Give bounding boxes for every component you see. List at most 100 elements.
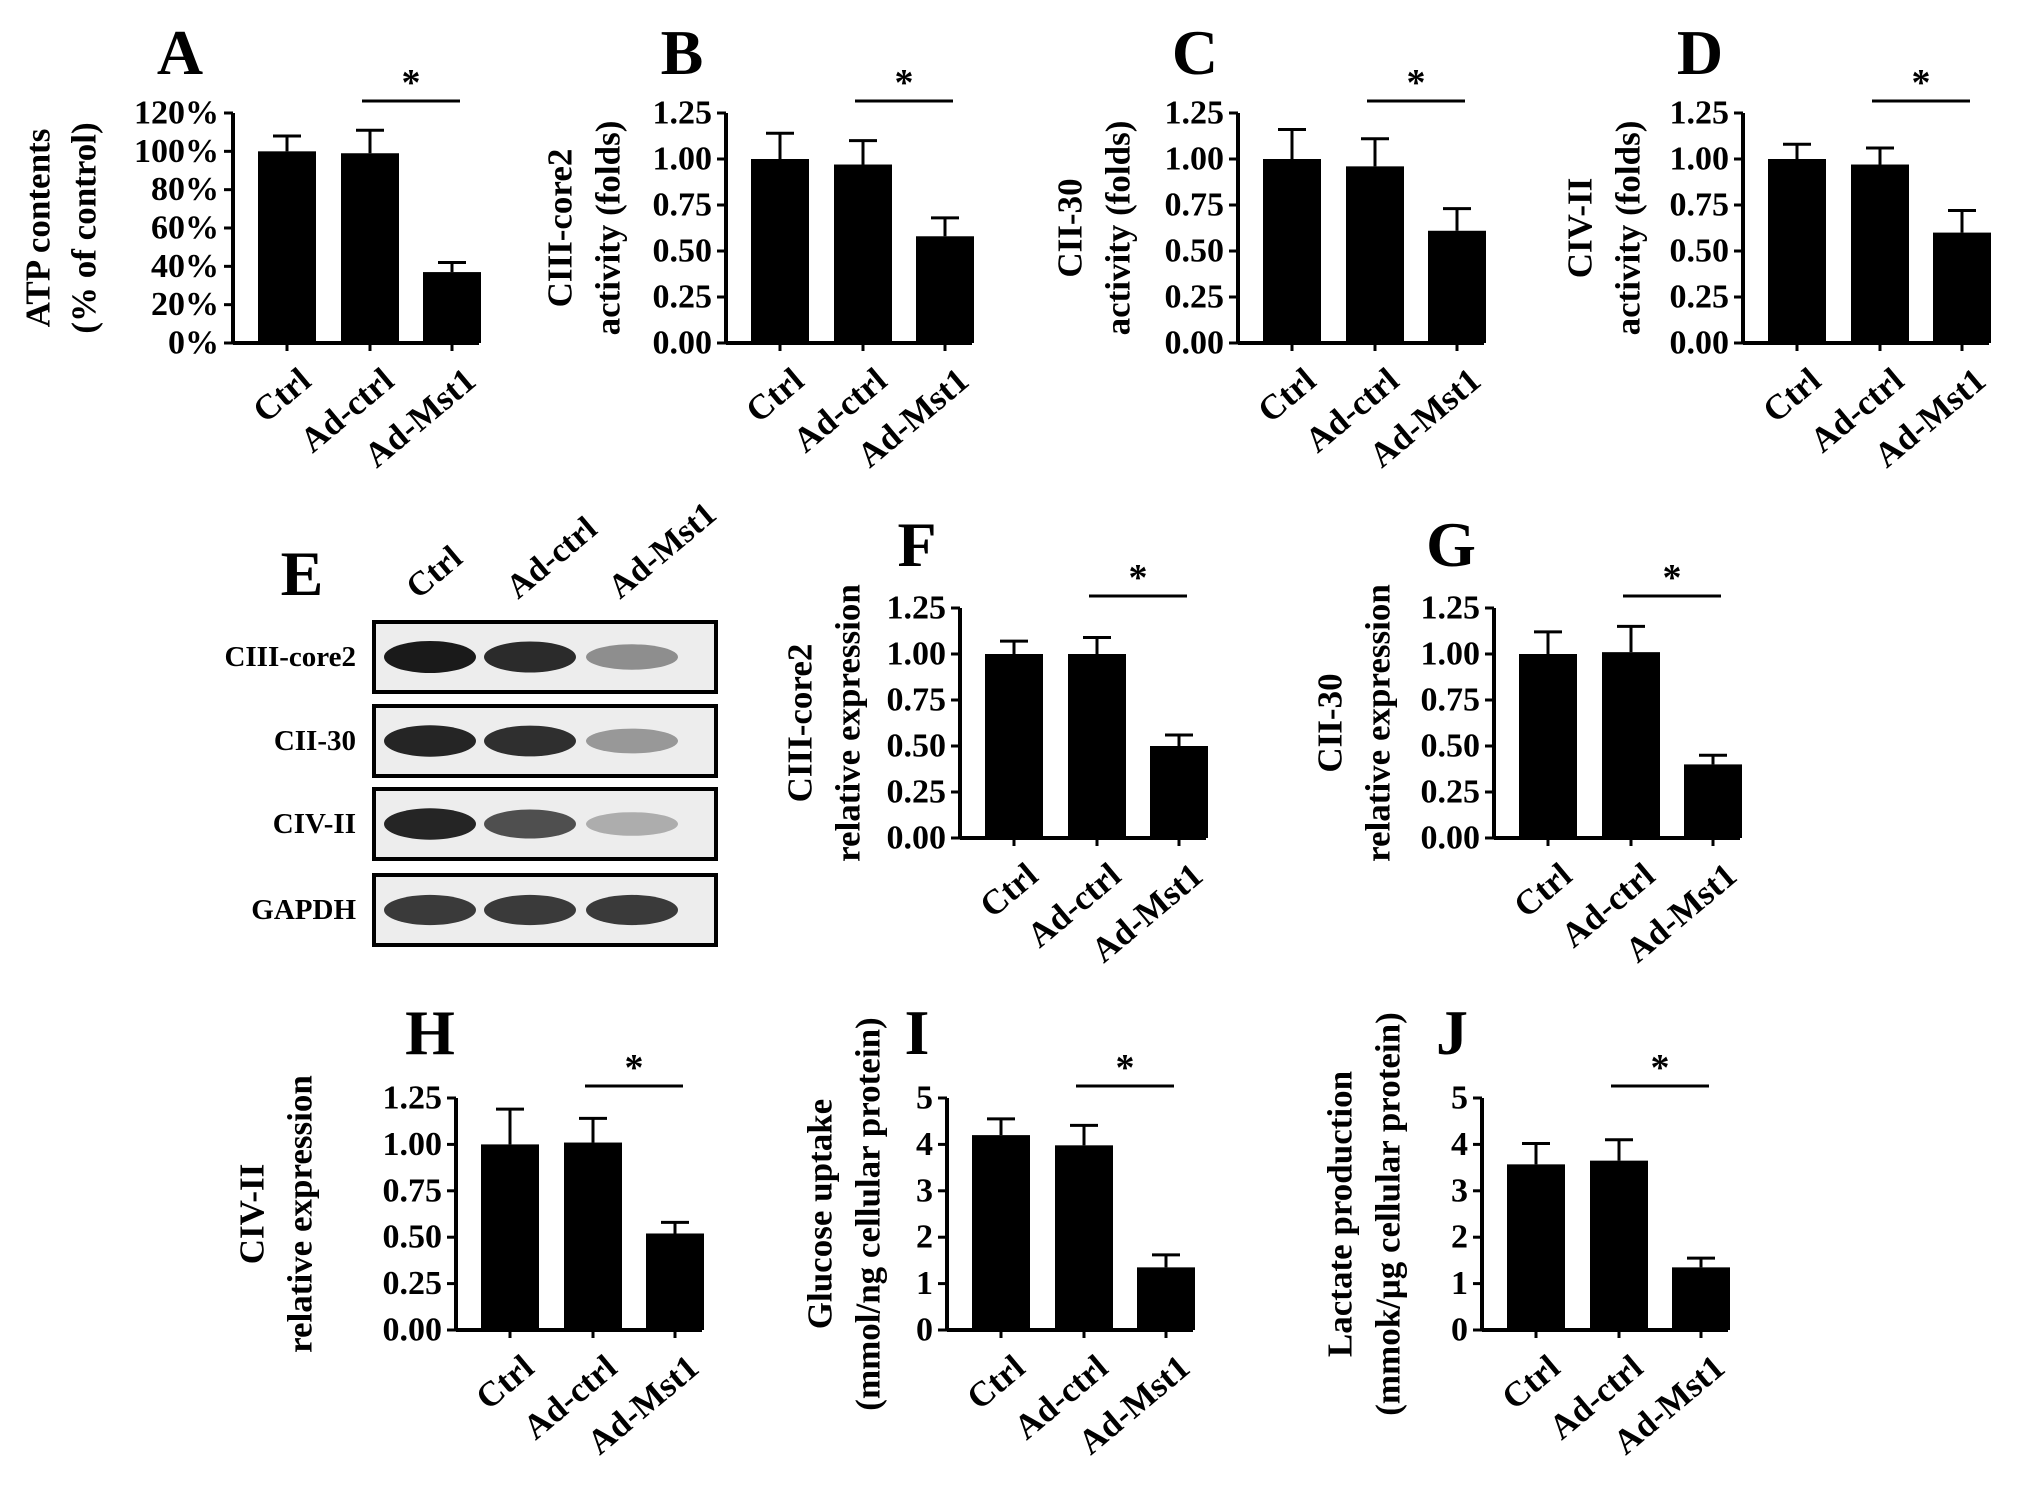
panel-j-bar-ad-ctrl [1590, 1160, 1648, 1330]
panel-i-ylabel-line-2: (mmol/ng cellular protein) [849, 1017, 888, 1410]
blot-row-cii-30-band [384, 725, 476, 757]
panel-j-ytick-label: 2 [1451, 1219, 1468, 1256]
panel-d-ylabel-line-2: activity (folds) [1609, 121, 1648, 336]
panel-d-ytick-label: 0.25 [1670, 279, 1730, 316]
panel-g-ylabel-line-1: CII-30 [1311, 673, 1350, 772]
panel-a-label: A [157, 17, 203, 88]
panel-i-ytick-label: 0 [916, 1312, 933, 1349]
panel-d-ytick-label: 1.00 [1670, 141, 1730, 178]
panel-a-ytick-label: 40% [151, 248, 219, 285]
panel-h-significance-star: * [625, 1047, 644, 1089]
blot-lane-label: Ad-Mst1 [601, 495, 723, 606]
panel-g-ytick-label: 0.00 [1421, 820, 1481, 857]
panel-j-label: J [1436, 997, 1468, 1068]
panel-d-ytick-label: 0.75 [1670, 187, 1730, 224]
panel-a-ylabel-line-1: ATP contents [19, 129, 58, 328]
panel-c-ytick-label: 0.75 [1165, 187, 1225, 224]
panel-a-ylabel-line-2: (% of control) [65, 122, 104, 333]
panel-f-ytick-label: 1.25 [887, 590, 947, 627]
panel-d-label: D [1677, 17, 1723, 88]
blot-row-gapdh-band [384, 894, 476, 926]
panel-d-ytick-label: 1.25 [1670, 95, 1730, 132]
panel-i-ytick-label: 2 [916, 1219, 933, 1256]
panel-h-ytick-label: 0.25 [383, 1265, 443, 1302]
panel-a-ytick-label: 120% [134, 95, 219, 132]
panel-h-ytick-label: 0.00 [383, 1312, 443, 1349]
panel-b-bar-ctrl [751, 159, 809, 343]
panel-d-bar-ctrl [1768, 159, 1826, 343]
panel-f-ytick-label: 0.25 [887, 774, 947, 811]
panel-a: A ATP contents (% of control) 0%20%40%60%80… [19, 17, 484, 475]
panel-j-ytick-label: 4 [1451, 1126, 1468, 1163]
panel-c-ylabel-line-1: CII-30 [1051, 178, 1090, 277]
panel-i: I Glucose uptake (mmol/ng cellular protein… [801, 997, 1198, 1462]
panel-j-ylabel-line-1: Lactate production [1321, 1071, 1360, 1357]
panel-a-bar-ad-ctrl [341, 153, 399, 343]
panel-a-bar-ctrl [258, 151, 316, 343]
panel-h-ytick-label: 0.50 [383, 1219, 443, 1256]
blot-row-gapdh-band [484, 894, 576, 926]
panel-f-bar-ad-ctrl [1068, 654, 1126, 838]
panel-j-ytick-label: 3 [1451, 1172, 1468, 1209]
blot-row-cii-30-band [586, 728, 678, 754]
panel-h-ytick-label: 0.75 [383, 1172, 443, 1209]
blot-row-ciii-core2-band [484, 641, 576, 673]
panel-f-significance-star: * [1129, 557, 1148, 599]
panel-g-ytick-label: 0.50 [1421, 728, 1481, 765]
panel-c-ylabel-line-2: activity (folds) [1099, 121, 1138, 336]
panel-j-bar-ad-mst1 [1672, 1267, 1730, 1330]
panel-i-bar-ad-ctrl [1055, 1145, 1113, 1330]
panel-h-bar-ad-mst1 [646, 1233, 704, 1330]
panel-j-ytick-label: 1 [1451, 1265, 1468, 1302]
panel-c-significance-star: * [1407, 62, 1426, 104]
panel-d-ytick-label: 0.50 [1670, 233, 1730, 270]
panel-i-bar-ad-mst1 [1137, 1267, 1195, 1330]
blot-row-cii-30-band [484, 725, 576, 757]
panel-j-bar-ctrl [1507, 1164, 1565, 1330]
panel-b-ytick-label: 1.25 [653, 95, 713, 132]
panel-j-ytick-label: 0 [1451, 1312, 1468, 1349]
panel-i-label: I [905, 997, 930, 1068]
panel-g-bar-ad-mst1 [1684, 764, 1742, 838]
panel-b-ytick-label: 0.50 [653, 233, 713, 270]
blot-row-ciii-core2-band [384, 641, 476, 673]
panel-d-bar-ad-mst1 [1933, 232, 1991, 343]
panel-f-ytick-label: 0.00 [887, 820, 947, 857]
panel-j-ylabel-line-2: (mmok/μg cellular protein) [1369, 1012, 1408, 1416]
panel-b-ytick-label: 0.25 [653, 279, 713, 316]
panel-c-ytick-label: 0.50 [1165, 233, 1225, 270]
panel-b-ytick-label: 0.00 [653, 325, 713, 362]
panel-j-ytick-label: 5 [1451, 1080, 1468, 1117]
panel-g-significance-star: * [1663, 557, 1682, 599]
panel-c-ytick-label: 0.00 [1165, 325, 1225, 362]
blot-row-cii-30-label: CII-30 [274, 725, 356, 757]
panel-i-ytick-label: 5 [916, 1080, 933, 1117]
blot-row-civ-ii-band [384, 808, 476, 840]
panel-f-bar-ctrl [985, 654, 1043, 838]
blot-row-gapdh-label: GAPDH [251, 894, 356, 926]
panel-d-ytick-label: 0.00 [1670, 325, 1730, 362]
panel-b-significance-star: * [895, 62, 914, 104]
panel-e-label: E [281, 538, 324, 609]
panel-b-bar-ad-mst1 [916, 236, 974, 343]
blot-row-civ-ii-band [586, 812, 678, 836]
panel-c: C CII-30 activity (folds) 0.00 0.25 0.50 0.75 1… [1051, 17, 1489, 475]
panel-f-ytick-label: 1.00 [887, 636, 947, 673]
blot-row-ciii-core2-label: CIII-core2 [224, 641, 356, 673]
panel-i-ytick-label: 1 [916, 1265, 933, 1302]
panel-c-label: C [1172, 17, 1218, 88]
blot-lane-label: Ctrl [399, 539, 469, 606]
panel-g-ylabel-line-2: relative expression [1359, 584, 1398, 862]
panel-g-ytick-label: 0.25 [1421, 774, 1481, 811]
panel-a-ytick-label: 80% [151, 171, 219, 208]
panel-i-significance-star: * [1116, 1047, 1135, 1089]
panel-d-significance-star: * [1912, 62, 1931, 104]
panel-h-label: H [405, 997, 455, 1068]
panel-i-ytick-label: 3 [916, 1172, 933, 1209]
panel-f-bar-ad-mst1 [1150, 746, 1208, 838]
panel-f-label: F [897, 509, 936, 580]
panel-b-bar-ad-ctrl [834, 164, 892, 343]
panel-b-ytick-label: 1.00 [653, 141, 713, 178]
